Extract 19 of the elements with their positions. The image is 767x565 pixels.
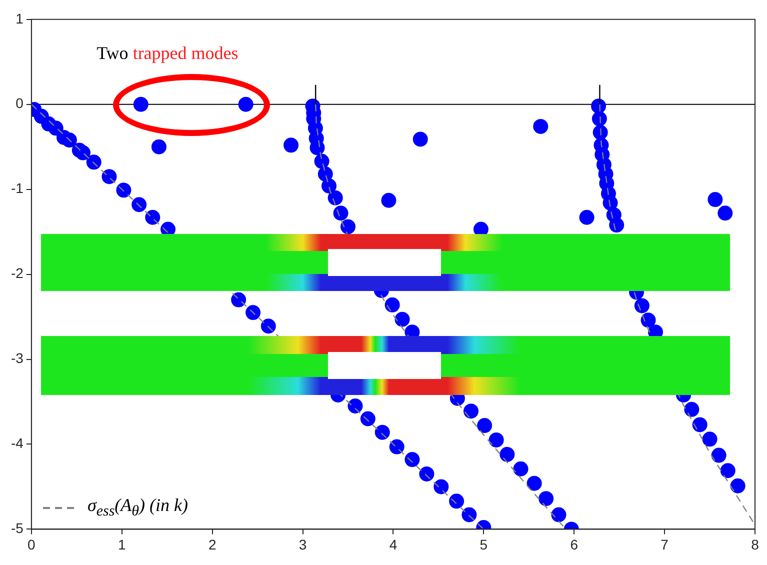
x-tick-label: 4: [389, 536, 398, 552]
annotation: trapped modes: [132, 43, 238, 64]
legend-label: σ$_{ess}$(A$_{θ}$) (in k): [87, 495, 188, 521]
y-tick-label: -2: [10, 265, 24, 282]
x-tick-label: 6: [570, 536, 578, 552]
x-tick-label: 7: [660, 536, 669, 552]
x-tick-label: 1: [118, 536, 126, 552]
y-tick-label: -5: [10, 520, 24, 536]
x-tick-label: 2: [208, 536, 216, 552]
x-tick-label: 5: [480, 536, 488, 552]
x-tick-label: 3: [298, 536, 307, 552]
y-tick-label: -1: [10, 180, 24, 196]
y-tick-label: 1: [16, 10, 24, 26]
annotation: Two: [96, 43, 128, 64]
x-tick-label: 0: [28, 536, 36, 552]
x-tick-label: 8: [751, 536, 760, 552]
y-tick-label: -3: [10, 350, 24, 366]
y-tick-label: 0: [16, 95, 24, 112]
y-tick-label: -4: [10, 435, 24, 452]
